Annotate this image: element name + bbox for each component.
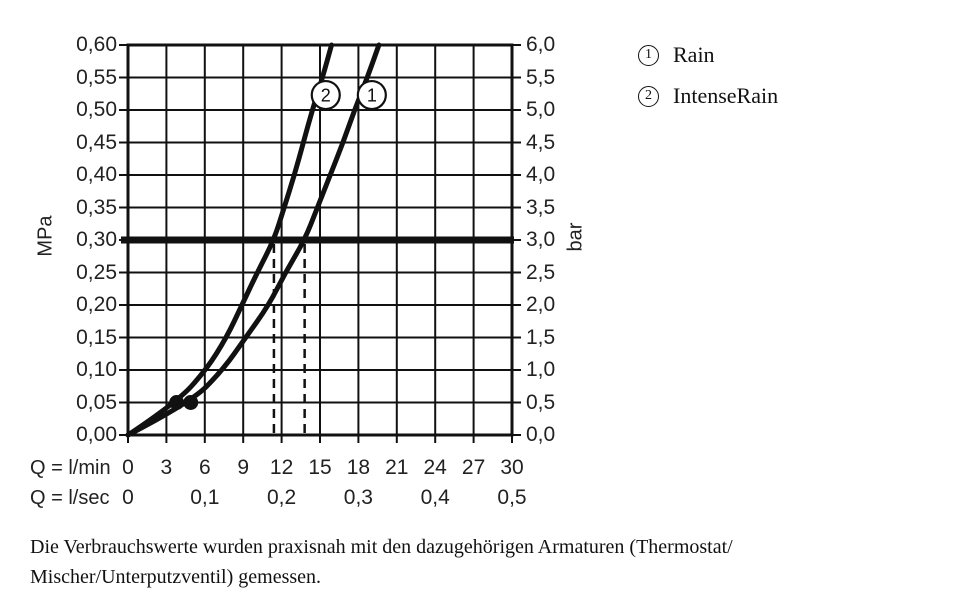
bar-tick-label: 0,0 xyxy=(526,423,556,446)
lmin-tick-label: 24 xyxy=(423,456,447,479)
mpa-tick-label: 0,35 xyxy=(76,195,117,219)
bar-tick-label: 0,5 xyxy=(526,390,556,414)
bar-tick-label: 6,0 xyxy=(526,33,556,56)
lsec-tick-label: 0,2 xyxy=(266,486,297,509)
mpa-tick-label: 0,15 xyxy=(76,325,117,349)
bar-tick-label: 5,0 xyxy=(526,98,556,121)
lsec-tick-label: 0,3 xyxy=(343,486,373,509)
curve-marker-number-1: 1 xyxy=(367,86,377,106)
footnote: Die Verbrauchswerte wurden praxisnah mit… xyxy=(30,532,910,592)
lmin-tick-label: 18 xyxy=(346,456,371,479)
lmin-tick-label: 27 xyxy=(461,456,486,479)
left-axis-unit-label: MPa xyxy=(34,215,57,257)
curve-intenserain xyxy=(125,42,335,438)
mpa-tick-label: 0,20 xyxy=(76,293,117,316)
legend-marker-2-number: 2 xyxy=(645,88,652,103)
bar-tick-label: 1,0 xyxy=(526,358,556,381)
mpa-tick-label: 0,05 xyxy=(76,390,117,414)
x-axis-row1-label: Q = l/min xyxy=(30,457,111,479)
right-axis-unit-label: bar xyxy=(564,222,587,252)
mpa-tick-label: 0,25 xyxy=(76,260,117,284)
mpa-tick-label: 0,30 xyxy=(76,228,117,251)
lsec-tick-label: 0,4 xyxy=(420,486,450,509)
legend-marker-2-icon: 2 xyxy=(638,85,659,107)
curve-rain xyxy=(125,42,382,438)
lmin-tick-label: 6 xyxy=(198,456,211,479)
mpa-tick-label: 0,00 xyxy=(76,423,117,446)
legend-item-rain: 1 Rain xyxy=(638,42,778,67)
mpa-tick-label: 0,40 xyxy=(76,163,117,186)
legend-marker-1-number: 1 xyxy=(645,47,652,62)
curve-marker-number-2: 2 xyxy=(321,86,331,106)
lsec-tick-label: 0,1 xyxy=(190,486,220,509)
measured-point-rain xyxy=(183,395,199,410)
bar-tick-label: 2,0 xyxy=(526,293,556,316)
mpa-tick-label: 0,10 xyxy=(76,358,117,381)
legend-marker-1-icon: 1 xyxy=(638,44,659,66)
lmin-tick-label: 3 xyxy=(160,456,173,479)
curve-marker-circle-1 xyxy=(356,79,387,111)
legend-label-intenserain: IntenseRain xyxy=(673,83,779,108)
lmin-tick-label: 9 xyxy=(237,456,250,479)
footnote-line-2: Mischer/Unterputzventil) gemessen. xyxy=(30,566,322,588)
footnote-line-1: Die Verbrauchswerte wurden praxisnah mit… xyxy=(30,536,733,558)
bar-tick-label: 4,5 xyxy=(526,130,556,154)
mpa-tick-label: 0,55 xyxy=(76,65,117,89)
measured-point-intenserain xyxy=(169,395,185,410)
lmin-tick-label: 30 xyxy=(500,456,524,479)
legend: 1 Rain 2 IntenseRain xyxy=(638,42,779,126)
x-axis-row2-label: Q = l/sec xyxy=(30,487,110,509)
bar-tick-label: 5,5 xyxy=(526,65,556,89)
curve-marker-circle-2 xyxy=(310,79,341,111)
bar-tick-label: 2,5 xyxy=(526,260,556,284)
mpa-tick-label: 0,50 xyxy=(76,98,117,121)
lsec-tick-label: 0,5 xyxy=(497,486,527,509)
mpa-tick-label: 0,60 xyxy=(76,33,117,56)
lmin-tick-label: 15 xyxy=(308,456,332,479)
lmin-tick-label: 12 xyxy=(269,456,294,479)
lmin-tick-label: 21 xyxy=(385,456,409,479)
lsec-tick-label: 0 xyxy=(122,486,134,509)
legend-item-intenserain: 2 IntenseRain xyxy=(638,83,779,108)
bar-tick-label: 4,0 xyxy=(526,163,556,186)
legend-label-rain: Rain xyxy=(673,42,715,67)
mpa-tick-label: 0,45 xyxy=(76,130,117,154)
bar-tick-label: 1,5 xyxy=(526,325,556,349)
bar-tick-label: 3,5 xyxy=(526,195,556,219)
lmin-tick-label: 0 xyxy=(122,456,134,479)
bar-tick-label: 3,0 xyxy=(526,228,556,251)
